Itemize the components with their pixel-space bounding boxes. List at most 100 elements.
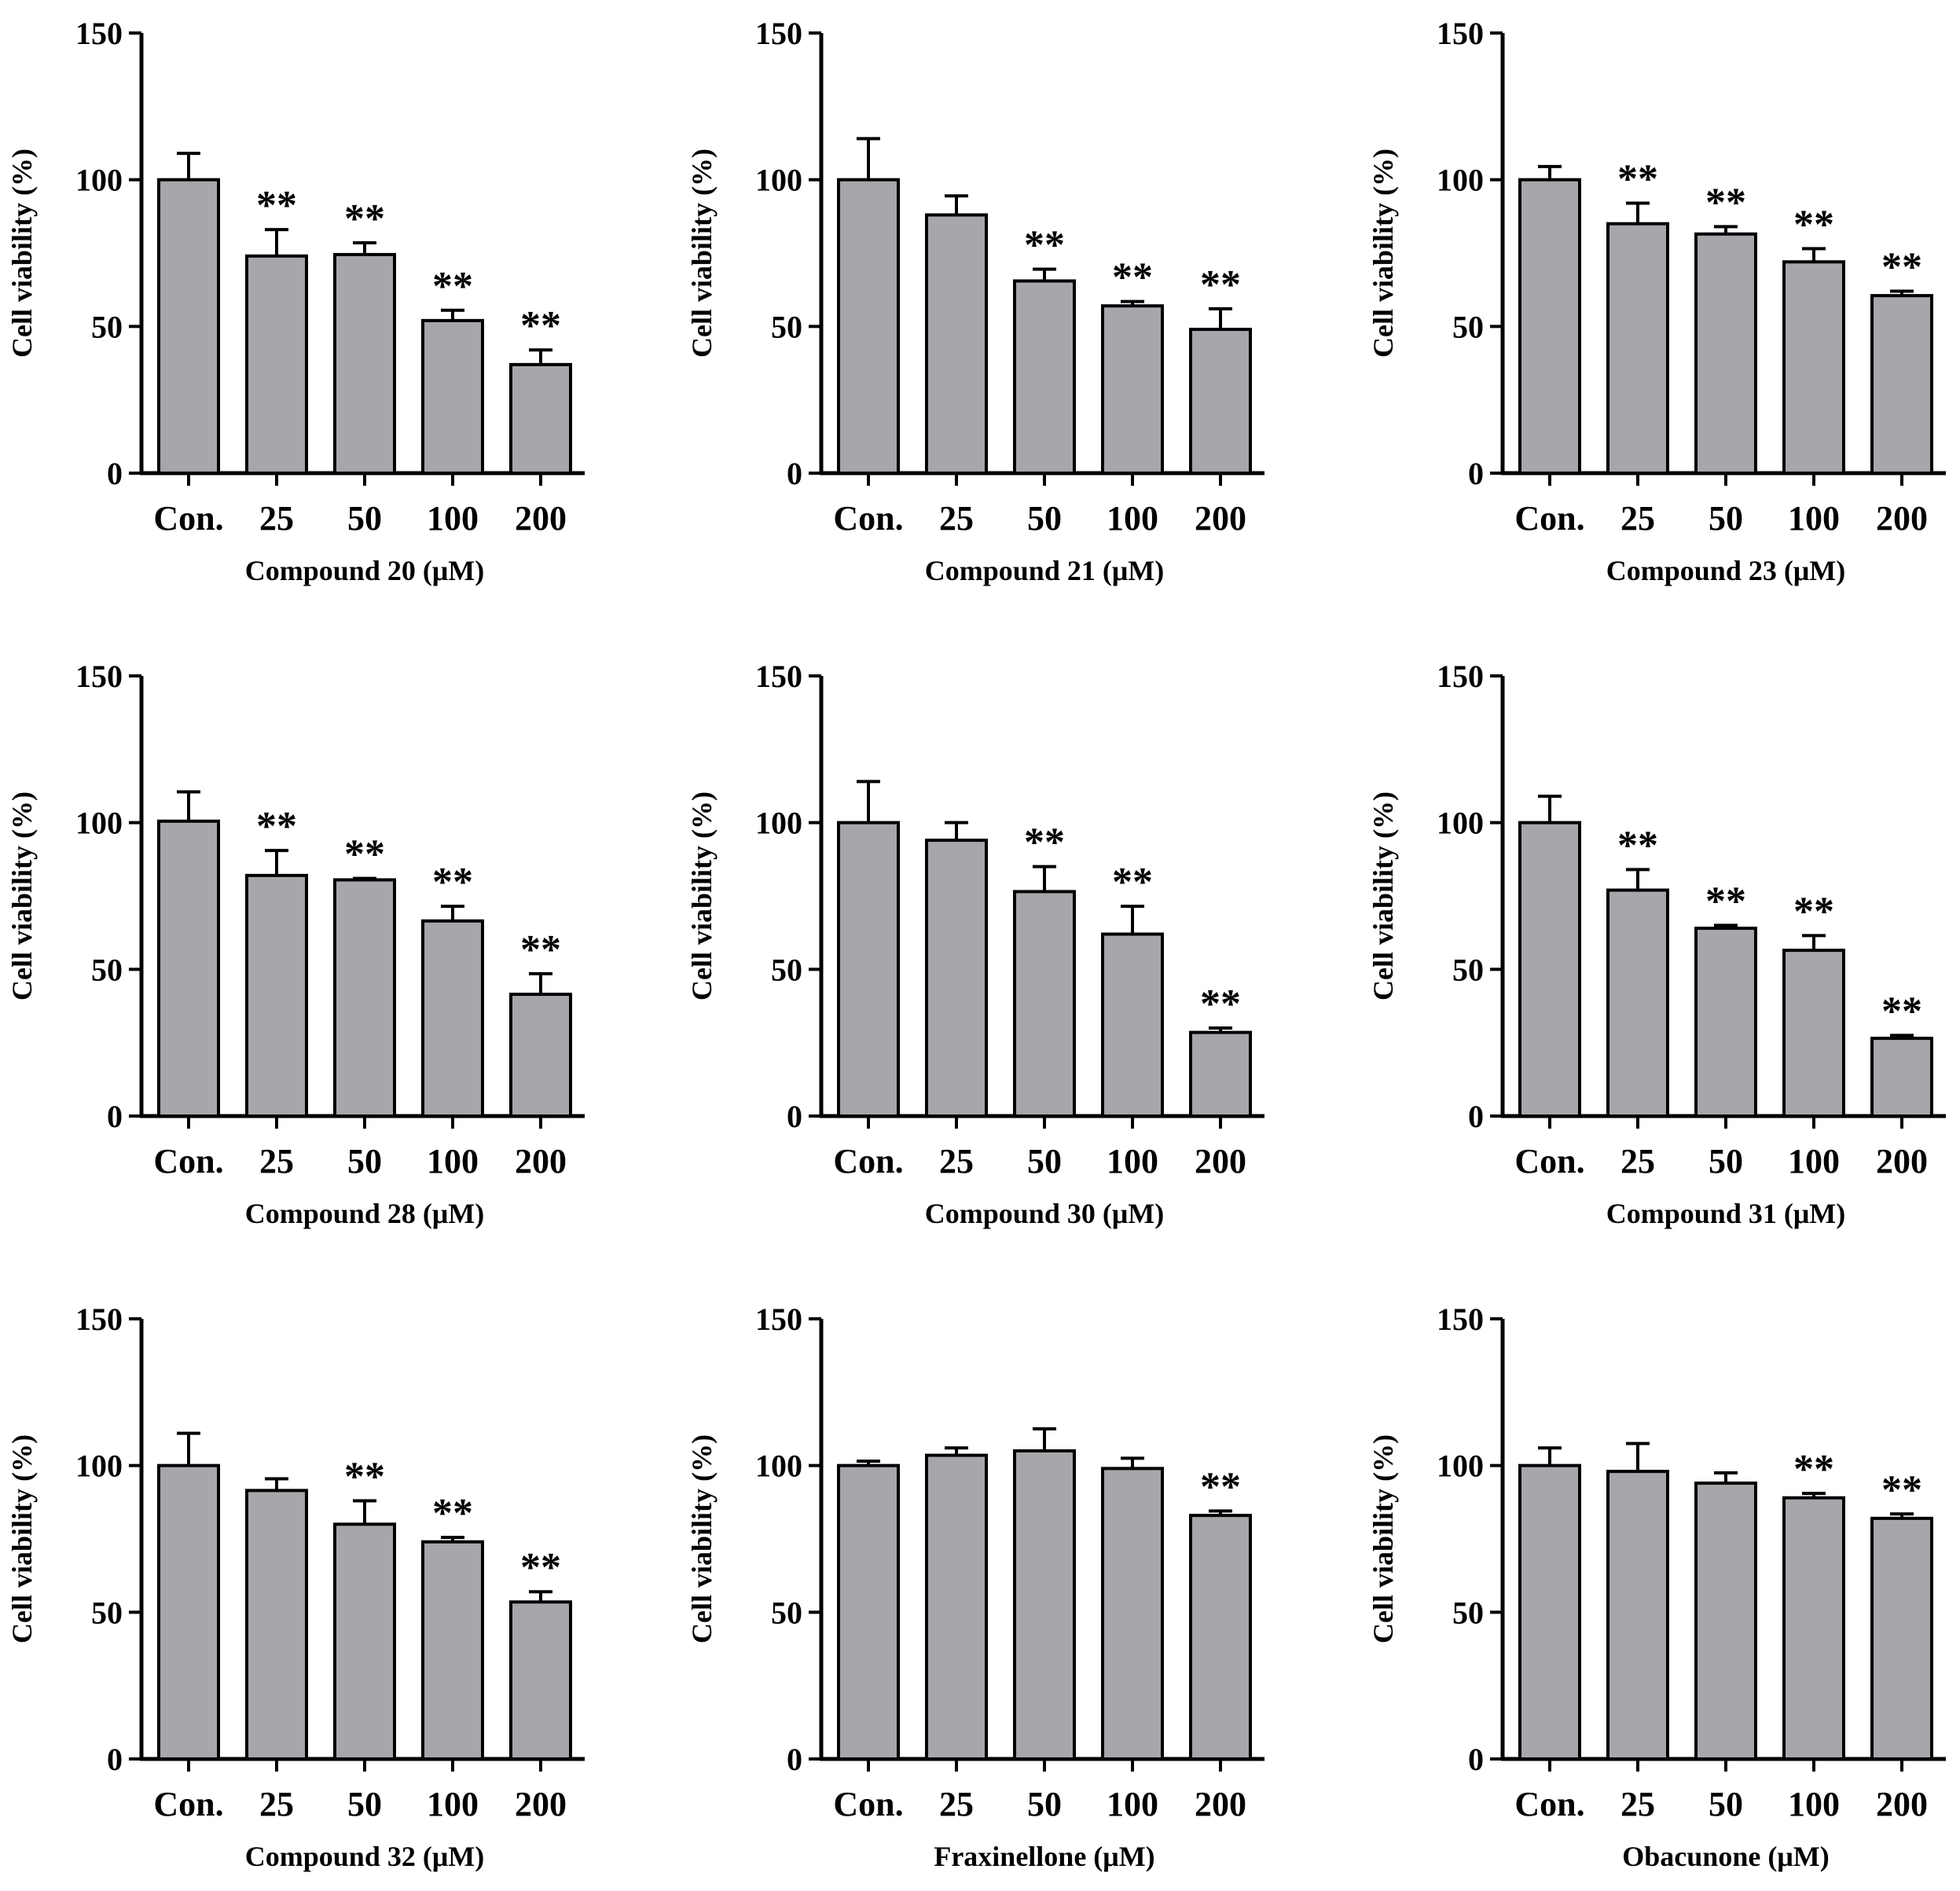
chart-2-category-label-4: 200 [1876, 499, 1928, 538]
chart-3-bar-0 [157, 819, 220, 1118]
chart-5-category-label-2: 50 [1709, 1142, 1743, 1180]
chart-4-ytick-label-1: 50 [771, 952, 802, 987]
chart-6-ytick-label-1: 50 [91, 1595, 123, 1630]
chart-6-category-label-2: 50 [347, 1785, 382, 1823]
chart-8-significance-4: ** [1881, 1467, 1922, 1512]
chart-1-category-label-3: 100 [1107, 499, 1158, 538]
chart-3-significance-1: ** [256, 804, 297, 849]
chart-7-ytick-label-0: 0 [787, 1742, 802, 1777]
chart-6-ytick-label-2: 100 [75, 1449, 123, 1484]
chart-2-xlabel: Compound 23 (μM) [1606, 555, 1845, 586]
chart-4-category-label-1: 25 [939, 1142, 974, 1180]
chart-7-significance-4: ** [1200, 1465, 1241, 1510]
chart-3-category-label-2: 50 [347, 1142, 382, 1180]
chart-2-bar-0 [1518, 178, 1581, 476]
chart-8-ytick-label-0: 0 [1468, 1742, 1484, 1777]
chart-5-significance-2: ** [1705, 879, 1746, 923]
chart-3-bar-2 [333, 878, 396, 1118]
chart-8-category-label-4: 200 [1876, 1785, 1928, 1823]
chart-3-ylabel: Cell viability (%) [6, 791, 38, 1001]
chart-0-bar-3 [421, 318, 484, 475]
chart-4-bar-0 [837, 821, 900, 1118]
chart-7-category-label-4: 200 [1195, 1785, 1246, 1823]
chart-8-xlabel: Obacunone (μM) [1622, 1841, 1829, 1872]
chart-3-ytick-label-0: 0 [107, 1099, 123, 1134]
chart-1-category-label-4: 200 [1195, 499, 1246, 538]
chart-1-bar-2 [1013, 279, 1076, 476]
chart-5-bar-4 [1870, 1037, 1933, 1118]
chart-2-ytick-label-1: 50 [1452, 309, 1484, 344]
chart-5-category-label-4: 200 [1876, 1142, 1928, 1180]
chart-4-ytick-label-2: 100 [755, 806, 802, 841]
chart-3-category-label-3: 100 [427, 1142, 479, 1180]
chart-7-xlabel: Fraxinellone (μM) [934, 1841, 1154, 1872]
chart-2-ytick-label-0: 0 [1468, 456, 1484, 491]
chart-1-ylabel: Cell viability (%) [686, 149, 718, 358]
chart-4-significance-3: ** [1112, 860, 1153, 905]
chart-3-ytick-label-1: 50 [91, 952, 123, 987]
chart-0-ylabel: Cell viability (%) [6, 149, 38, 358]
chart-6-significance-3: ** [432, 1491, 473, 1536]
chart-2-category-label-1: 25 [1620, 499, 1655, 538]
chart-1-ytick-label-2: 100 [755, 163, 802, 198]
chart-4-significance-4: ** [1200, 982, 1241, 1026]
chart-7-bar-1 [925, 1453, 988, 1761]
chart-2-category-label-3: 100 [1788, 499, 1840, 538]
chart-2-significance-1: ** [1617, 157, 1658, 202]
chart-7-category-label-1: 25 [939, 1785, 974, 1823]
chart-7-bar-2 [1013, 1449, 1076, 1761]
chart-4-bar-1 [925, 839, 988, 1118]
chart-5-ytick-label-2: 100 [1437, 806, 1484, 841]
chart-4-significance-2: ** [1024, 821, 1065, 865]
chart-4-category-label-3: 100 [1107, 1142, 1158, 1180]
chart-0-category-label-3: 100 [427, 499, 479, 538]
chart-2-significance-4: ** [1881, 245, 1922, 290]
chart-0-bar-1 [245, 254, 308, 475]
chart-8-bar-0 [1518, 1463, 1581, 1761]
chart-3-bar-4 [509, 993, 572, 1118]
chart-2-category-label-0: Con. [1514, 499, 1584, 538]
chart-4-bar-4 [1189, 1030, 1252, 1118]
chart-0-bar-2 [333, 252, 396, 475]
chart-2-ytick-label-2: 100 [1437, 163, 1484, 198]
chart-7-ytick-label-3: 150 [755, 1302, 802, 1337]
chart-2-category-label-2: 50 [1709, 499, 1743, 538]
chart-6-significance-2: ** [344, 1454, 385, 1499]
chart-3-significance-3: ** [432, 860, 473, 905]
chart-2-significance-3: ** [1793, 202, 1834, 247]
chart-0-significance-2: ** [344, 196, 385, 241]
chart-6-significance-4: ** [520, 1545, 561, 1590]
chart-0-xlabel: Compound 20 (μM) [245, 555, 484, 586]
chart-6-ylabel: Cell viability (%) [6, 1434, 38, 1643]
chart-6-bar-0 [157, 1463, 220, 1761]
chart-6-bar-2 [333, 1522, 396, 1761]
chart-8-ytick-label-2: 100 [1437, 1449, 1484, 1484]
chart-7-ytick-label-1: 50 [771, 1595, 802, 1630]
chart-3-category-label-0: Con. [153, 1142, 223, 1180]
chart-2-bar-4 [1870, 294, 1933, 475]
chart-5-significance-4: ** [1881, 989, 1922, 1034]
chart-3-ytick-label-3: 150 [75, 659, 123, 694]
chart-0-ytick-label-0: 0 [107, 456, 123, 491]
chart-5-significance-3: ** [1793, 889, 1834, 934]
chart-8-bar-1 [1606, 1470, 1669, 1761]
chart-7-ylabel: Cell viability (%) [686, 1434, 718, 1643]
chart-8-ylabel: Cell viability (%) [1367, 1434, 1399, 1643]
chart-4-ylabel: Cell viability (%) [686, 791, 718, 1001]
chart-1-category-label-0: Con. [833, 499, 903, 538]
chart-8-category-label-1: 25 [1620, 1785, 1655, 1823]
chart-1-bar-1 [925, 213, 988, 475]
chart-6-xlabel: Compound 32 (μM) [245, 1841, 484, 1872]
chart-1-significance-2: ** [1024, 223, 1065, 268]
chart-4-ytick-label-0: 0 [787, 1099, 802, 1134]
chart-8-bar-2 [1694, 1482, 1757, 1761]
chart-6-ytick-label-3: 150 [75, 1302, 123, 1337]
chart-1-significance-4: ** [1200, 263, 1241, 307]
chart-1-bar-0 [837, 178, 900, 476]
chart-6-bar-1 [245, 1489, 308, 1761]
chart-7-ytick-label-2: 100 [755, 1449, 802, 1484]
chart-8-ytick-label-3: 150 [1437, 1302, 1484, 1337]
chart-4-category-label-4: 200 [1195, 1142, 1246, 1180]
chart-1-xlabel: Compound 21 (μM) [925, 555, 1164, 586]
